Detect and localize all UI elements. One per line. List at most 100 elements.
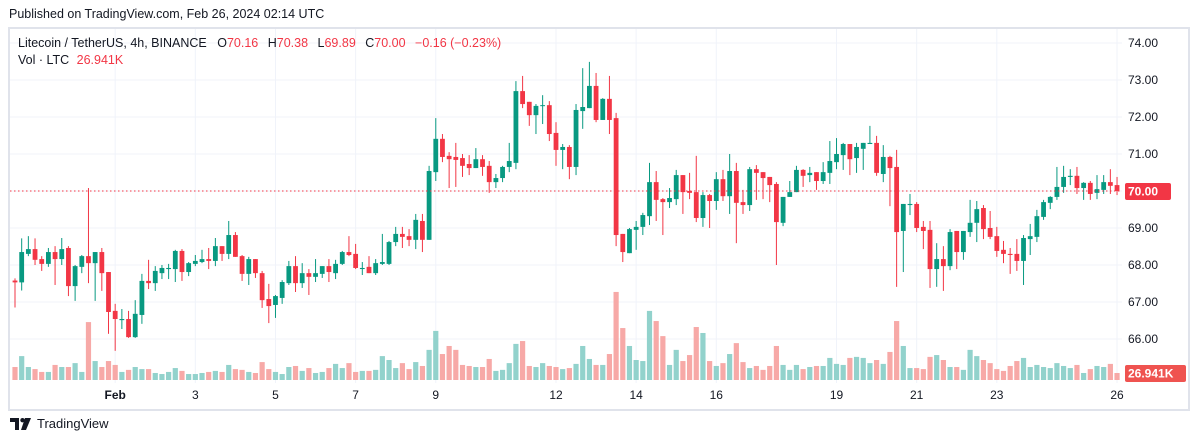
- candle[interactable]: [246, 256, 252, 285]
- candle[interactable]: [306, 269, 312, 295]
- candle[interactable]: [373, 259, 379, 275]
- candle[interactable]: [286, 260, 292, 285]
- candle[interactable]: [740, 189, 746, 214]
- symbol-title[interactable]: Litecoin / TetherUS, 4h, BINANCE: [18, 36, 207, 50]
- candle[interactable]: [420, 213, 425, 253]
- candle[interactable]: [313, 259, 318, 283]
- candle[interactable]: [633, 220, 639, 250]
- candle[interactable]: [1054, 166, 1060, 200]
- candle[interactable]: [146, 259, 151, 290]
- candle[interactable]: [667, 188, 672, 209]
- candle[interactable]: [987, 210, 993, 240]
- candle[interactable]: [1107, 169, 1113, 194]
- candle[interactable]: [112, 303, 118, 351]
- candle[interactable]: [132, 300, 138, 338]
- candle[interactable]: [59, 237, 65, 265]
- candle[interactable]: [1001, 240, 1006, 264]
- candle[interactable]: [727, 154, 733, 214]
- candle[interactable]: [660, 198, 666, 236]
- candle[interactable]: [820, 162, 826, 184]
- candle[interactable]: [366, 256, 372, 274]
- candle[interactable]: [533, 104, 539, 135]
- candle[interactable]: [967, 199, 973, 237]
- candle[interactable]: [920, 220, 926, 250]
- candle[interactable]: [333, 259, 338, 280]
- candle[interactable]: [700, 192, 706, 227]
- candle[interactable]: [1007, 247, 1013, 274]
- candle[interactable]: [540, 95, 546, 125]
- candle[interactable]: [192, 255, 198, 267]
- candle[interactable]: [733, 162, 739, 244]
- candle[interactable]: [787, 181, 793, 197]
- candle[interactable]: [887, 155, 893, 207]
- candle[interactable]: [206, 247, 212, 270]
- candle[interactable]: [226, 220, 232, 260]
- candle[interactable]: [79, 255, 85, 274]
- candle[interactable]: [233, 232, 238, 257]
- candle[interactable]: [880, 145, 886, 183]
- candle[interactable]: [393, 226, 399, 247]
- candle[interactable]: [814, 172, 819, 190]
- candle[interactable]: [1087, 181, 1093, 200]
- candle[interactable]: [867, 125, 873, 145]
- volume-label[interactable]: Vol · LTC: [18, 53, 70, 67]
- candle[interactable]: [720, 169, 726, 201]
- candle[interactable]: [299, 263, 305, 288]
- candle[interactable]: [774, 182, 779, 265]
- candle[interactable]: [32, 238, 38, 265]
- candle[interactable]: [753, 165, 759, 200]
- candle[interactable]: [874, 135, 879, 176]
- candle[interactable]: [1101, 175, 1107, 194]
- candle[interactable]: [259, 270, 265, 308]
- candle[interactable]: [1047, 196, 1053, 210]
- candle[interactable]: [406, 229, 412, 247]
- candle[interactable]: [693, 155, 699, 223]
- candle[interactable]: [460, 154, 465, 177]
- candle[interactable]: [1074, 166, 1080, 194]
- candle[interactable]: [86, 188, 91, 284]
- candle[interactable]: [219, 246, 225, 261]
- candle[interactable]: [172, 249, 178, 283]
- candle[interactable]: [12, 278, 18, 308]
- candle[interactable]: [1081, 182, 1087, 200]
- candle[interactable]: [466, 155, 472, 176]
- candle[interactable]: [99, 247, 105, 291]
- candle[interactable]: [199, 249, 205, 264]
- candle[interactable]: [500, 165, 505, 183]
- candle[interactable]: [907, 193, 913, 216]
- candle[interactable]: [1061, 165, 1067, 193]
- candle[interactable]: [279, 280, 285, 304]
- candle[interactable]: [767, 176, 773, 203]
- candle[interactable]: [914, 202, 920, 233]
- candle[interactable]: [640, 212, 646, 236]
- candle[interactable]: [900, 203, 906, 273]
- candle[interactable]: [1094, 175, 1100, 200]
- candle[interactable]: [927, 220, 933, 288]
- candle[interactable]: [446, 152, 452, 189]
- candle[interactable]: [25, 236, 31, 257]
- candle[interactable]: [266, 283, 272, 324]
- candle[interactable]: [319, 266, 325, 278]
- candle[interactable]: [52, 246, 58, 285]
- candle[interactable]: [426, 165, 432, 240]
- candle[interactable]: [179, 249, 185, 281]
- candle[interactable]: [580, 68, 586, 129]
- candle[interactable]: [346, 236, 352, 257]
- candle[interactable]: [780, 196, 786, 227]
- candle[interactable]: [513, 81, 519, 170]
- candle[interactable]: [934, 243, 940, 287]
- candle[interactable]: [45, 247, 51, 267]
- candle[interactable]: [840, 142, 846, 170]
- candle[interactable]: [326, 259, 332, 283]
- candle[interactable]: [673, 169, 679, 206]
- candle[interactable]: [573, 104, 579, 176]
- candle[interactable]: [339, 250, 345, 265]
- candle[interactable]: [974, 200, 980, 243]
- candle[interactable]: [680, 175, 686, 214]
- candle[interactable]: [546, 101, 552, 142]
- candle[interactable]: [39, 256, 45, 271]
- candle[interactable]: [159, 265, 165, 280]
- candle[interactable]: [553, 122, 559, 166]
- candle[interactable]: [72, 265, 78, 301]
- candle[interactable]: [807, 166, 813, 183]
